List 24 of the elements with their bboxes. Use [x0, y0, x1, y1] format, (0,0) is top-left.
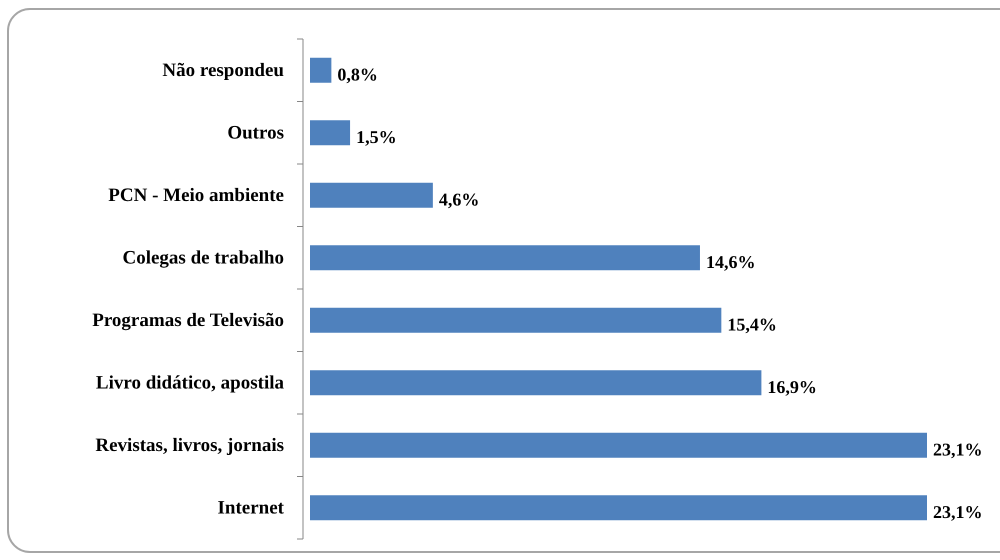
y-tick-label: Outros	[227, 122, 284, 144]
bar	[310, 58, 332, 83]
data-label: 4,6%	[438, 189, 480, 210]
y-tick-label: Colegas de trabalho	[122, 247, 284, 268]
y-tick-label: Não respondeu	[162, 60, 284, 81]
y-tick-label: Livro didático, apostila	[96, 372, 284, 394]
bar	[310, 245, 700, 270]
y-tick-label: Programas de Televisão	[92, 310, 284, 331]
data-label: 16,9%	[767, 376, 817, 397]
data-label: 15,4%	[727, 314, 777, 334]
y-tick-label: PCN - Meio ambiente	[108, 184, 284, 206]
bar	[310, 308, 722, 333]
data-label: 0,8%	[337, 64, 378, 84]
data-label: 23,1%	[933, 502, 982, 522]
data-label: 1,5%	[356, 126, 397, 147]
data-label: 14,6%	[706, 252, 756, 272]
bar	[310, 495, 927, 520]
bar	[310, 370, 762, 396]
bar	[310, 182, 433, 208]
bar	[310, 432, 927, 458]
bar	[310, 120, 350, 146]
data-label: 23,1%	[933, 439, 982, 460]
y-tick-label: Internet	[218, 497, 285, 518]
y-tick-label: Revistas, livros, jornais	[95, 434, 284, 456]
